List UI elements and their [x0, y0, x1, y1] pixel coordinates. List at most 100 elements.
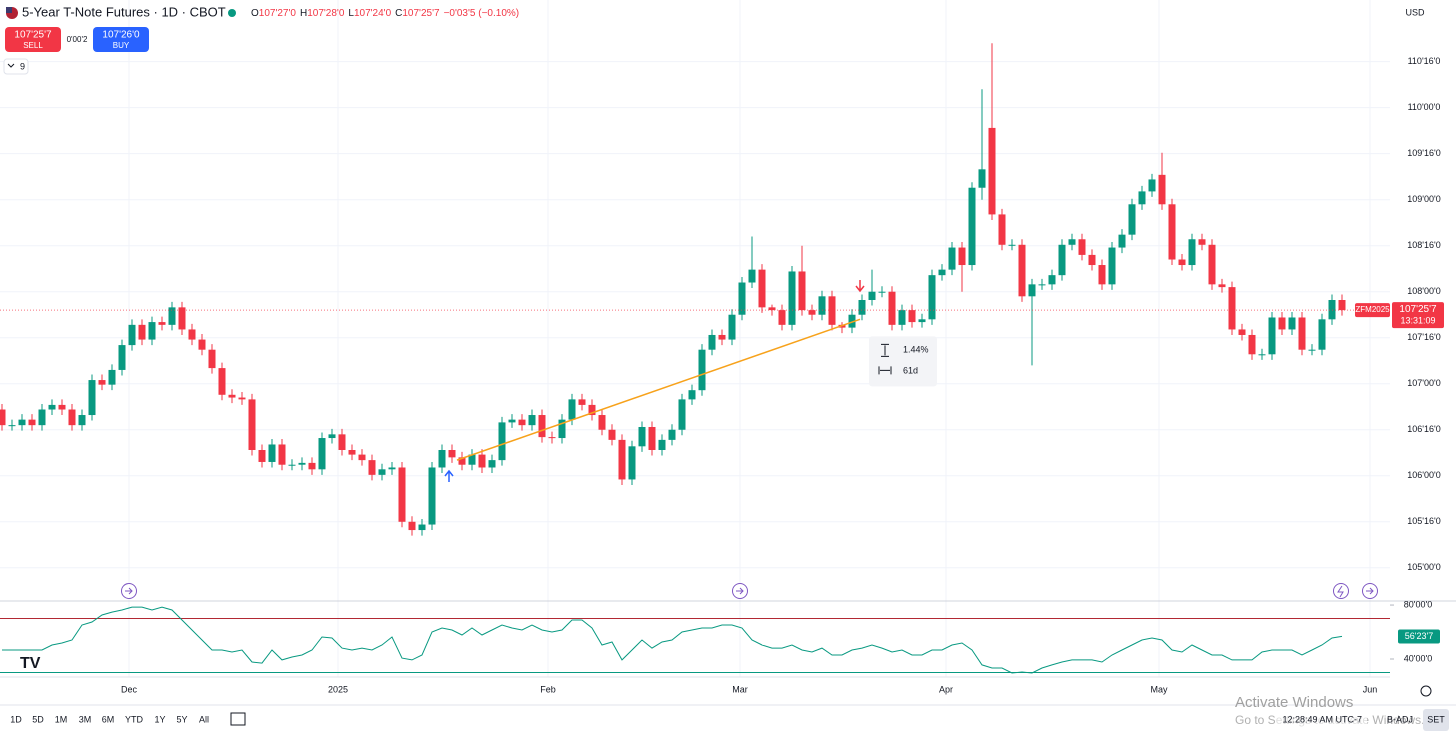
currency[interactable]: USD	[1405, 7, 1425, 17]
candle-body	[638, 426, 646, 447]
candle-body	[388, 467, 396, 470]
chevron-icon[interactable]	[7, 63, 15, 68]
candle-body	[608, 429, 616, 440]
event-icon[interactable]	[1337, 585, 1344, 598]
range-button[interactable]: All	[199, 714, 209, 724]
watermark-title: Activate Windows	[1235, 694, 1353, 711]
candle-body	[688, 390, 696, 400]
candle-body	[38, 409, 46, 426]
candle-body	[1078, 239, 1086, 255]
symbol-tag-label: ZFM2025	[1355, 305, 1390, 314]
candle-body	[158, 322, 166, 325]
y-tick-label: 108'16'0	[1407, 240, 1440, 250]
event-icon[interactable]	[1362, 583, 1378, 599]
candle-body	[468, 454, 476, 465]
candle-body	[778, 310, 786, 325]
settings-button[interactable]: SET	[1427, 714, 1445, 724]
candle-body	[618, 439, 626, 480]
event-icon[interactable]	[732, 583, 748, 599]
candle-body	[658, 439, 666, 450]
y-tick-label: 110'16'0	[1408, 56, 1441, 66]
range-button[interactable]: 1M	[55, 714, 68, 724]
candle-body	[108, 369, 116, 385]
ohlc-value: 107'25'7	[402, 8, 440, 19]
candle-body	[878, 291, 886, 293]
candle-body	[308, 462, 316, 470]
candle-body	[1018, 244, 1026, 297]
candle-body	[988, 127, 996, 215]
candle-body	[758, 269, 766, 308]
indicator-count[interactable]: 9	[20, 61, 25, 71]
event-icon[interactable]	[1333, 583, 1349, 599]
candle-body	[548, 437, 556, 439]
range-button[interactable]: 5Y	[176, 714, 187, 724]
candle-body	[358, 454, 366, 461]
candle-body	[378, 469, 386, 475]
candle-body	[1048, 275, 1056, 285]
logo: TV	[20, 655, 41, 672]
candle-body	[1088, 254, 1096, 266]
ohlc-value: 107'27'0	[259, 8, 297, 19]
event-icon[interactable]	[1366, 587, 1374, 595]
sell-label[interactable]: SELL	[23, 41, 43, 50]
price-tag-label: 107'25'7	[1399, 304, 1437, 315]
settings-icon[interactable]	[1420, 685, 1432, 697]
candle-body	[868, 291, 876, 300]
buy-price[interactable]: 107'26'0	[102, 30, 140, 41]
candle-body	[1248, 334, 1256, 355]
ohlc-label: C	[395, 8, 402, 19]
sell-price[interactable]: 107'25'7	[14, 30, 52, 41]
x-tick-label: May	[1150, 684, 1168, 694]
candle-body	[578, 399, 586, 405]
x-tick-label: Dec	[121, 684, 138, 694]
adjust-button[interactable]: B-ADJ	[1387, 714, 1413, 724]
candle-body	[328, 434, 336, 439]
measure-bars: 61d	[903, 366, 918, 376]
settings-button-bg[interactable]	[1423, 709, 1449, 731]
candle-body	[898, 310, 906, 325]
ohlc: O107'27'0 H107'28'0 L107'24'0 C107'25'7 −0'0…	[251, 8, 519, 19]
event-icon[interactable]	[121, 583, 137, 599]
candle-body	[538, 415, 546, 438]
range-button[interactable]: 1D	[10, 714, 22, 724]
candle-body	[88, 380, 96, 416]
candle-body	[1268, 317, 1276, 355]
candle-body	[1128, 204, 1136, 235]
indicator-toggle[interactable]: 9	[3, 58, 29, 75]
candle-body	[1178, 259, 1186, 266]
candle-body	[368, 460, 376, 475]
candle-body	[918, 319, 926, 323]
indicator-toggle-bg[interactable]	[3, 58, 29, 75]
range-button[interactable]: YTD	[125, 714, 144, 724]
candle-body	[138, 324, 146, 340]
event-icon[interactable]	[736, 587, 744, 595]
candle-body	[728, 314, 736, 340]
range-button[interactable]: 5D	[32, 714, 44, 724]
range-button[interactable]: 3M	[79, 714, 92, 724]
candle-body	[1008, 244, 1016, 246]
ohlc-label: O	[251, 8, 259, 19]
candle-body	[718, 334, 726, 340]
range-button[interactable]: 1Y	[154, 714, 165, 724]
range-button[interactable]: 6M	[102, 714, 115, 724]
sell-button-bg[interactable]	[5, 27, 61, 52]
y-tick-label: 107'16'0	[1407, 332, 1440, 342]
candle-body	[998, 214, 1006, 245]
y-tick-label: 110'00'0	[1408, 102, 1441, 112]
y2-tick-label: 40'00'0	[1404, 653, 1432, 663]
buy-label[interactable]: BUY	[113, 41, 130, 50]
sell-button[interactable]: 107'25'7 SELL	[5, 27, 61, 52]
y2-tick-label: 80'00'0	[1404, 599, 1432, 609]
range-buttons[interactable]: 1D 5D 1M 3M 6M YTD 1Y 5Y All	[10, 714, 209, 724]
candle-body	[188, 329, 196, 340]
calendar-icon[interactable]	[230, 712, 246, 726]
event-icon[interactable]	[125, 587, 133, 595]
candle-body	[498, 422, 506, 461]
buy-button-bg[interactable]	[93, 27, 149, 52]
candle-body	[98, 380, 106, 385]
candle-body	[598, 415, 606, 430]
candle-body	[208, 349, 216, 369]
candle-body	[148, 322, 156, 340]
buy-button[interactable]: 107'26'0 BUY	[93, 27, 149, 52]
event-icon[interactable]	[1333, 583, 1349, 599]
